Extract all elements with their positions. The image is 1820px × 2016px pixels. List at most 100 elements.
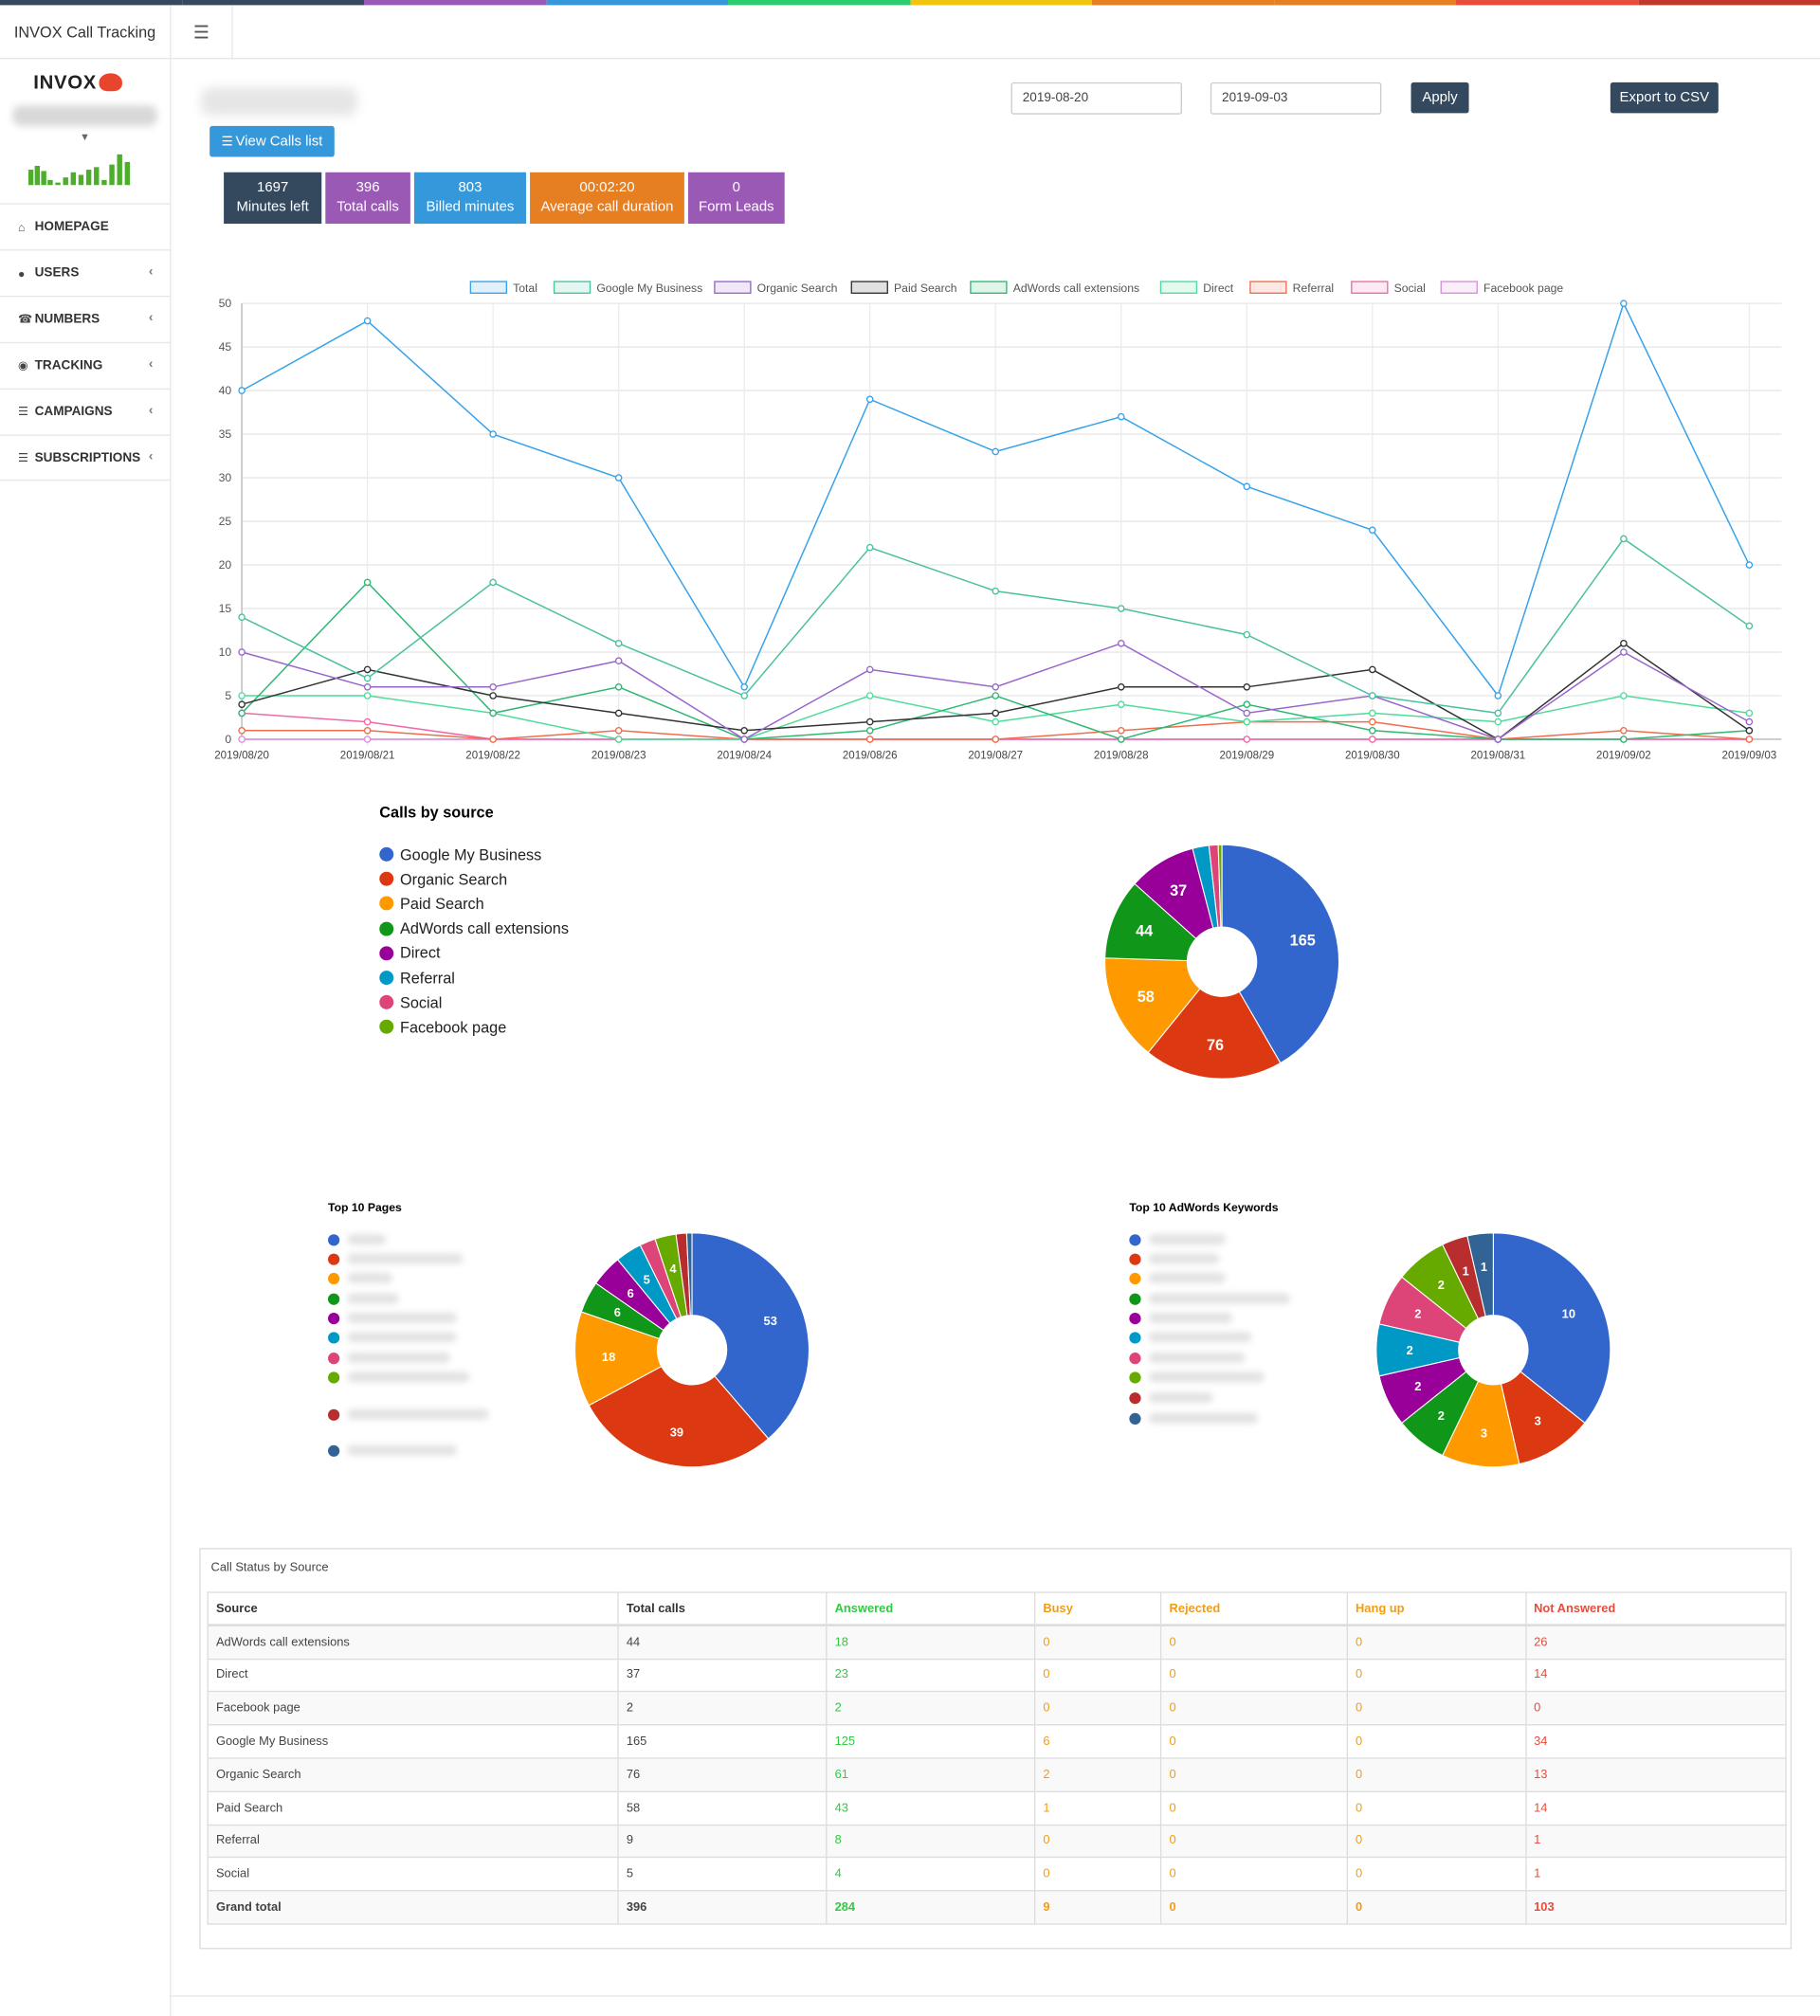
legend-item[interactable]: Referral bbox=[379, 966, 569, 990]
data-point bbox=[489, 709, 497, 717]
donut-slice[interactable] bbox=[691, 1232, 810, 1440]
data-point bbox=[489, 430, 497, 438]
legend-label-blurred bbox=[347, 1444, 457, 1456]
call-status-table: Source Total calls Answered Busy Rejected Han… bbox=[207, 1591, 1787, 1925]
column-header[interactable]: Source bbox=[207, 1591, 619, 1627]
legend-item[interactable]: Social bbox=[379, 990, 569, 1015]
legend-item[interactable] bbox=[1129, 1250, 1220, 1268]
legend-swatch bbox=[1351, 281, 1389, 294]
data-point bbox=[1117, 736, 1125, 743]
data-point bbox=[740, 726, 748, 735]
data-point bbox=[1117, 640, 1125, 647]
column-header[interactable]: Busy bbox=[1033, 1591, 1162, 1627]
legend-label-blurred bbox=[1148, 1371, 1265, 1383]
legend-item[interactable] bbox=[328, 1290, 399, 1308]
legend-label: Direct bbox=[1203, 282, 1233, 295]
export-csv-button[interactable]: Export to CSV bbox=[1610, 82, 1719, 114]
donut-slice[interactable] bbox=[1104, 957, 1201, 1054]
view-calls-list-button[interactable]: ☰ View Calls list bbox=[209, 125, 335, 157]
date-from-input[interactable]: 2019-08-20 bbox=[1010, 82, 1182, 115]
legend-item[interactable] bbox=[1129, 1290, 1290, 1308]
legend-item[interactable] bbox=[1129, 1389, 1213, 1407]
sidebar-item-tracking[interactable]: ◉ TRACKING ‹ bbox=[0, 341, 172, 389]
legend-label: Organic Search bbox=[399, 870, 508, 889]
data-point bbox=[1243, 482, 1251, 491]
legend-item[interactable] bbox=[328, 1442, 457, 1460]
legend-item[interactable] bbox=[1129, 1230, 1227, 1248]
legend-dot-icon bbox=[328, 1352, 340, 1364]
legend-item[interactable] bbox=[328, 1349, 450, 1367]
legend-item[interactable] bbox=[1129, 1368, 1265, 1386]
data-point bbox=[1369, 726, 1376, 735]
legend-item[interactable]: AdWords call extensions bbox=[379, 917, 569, 941]
legend-item[interactable] bbox=[1129, 1269, 1227, 1287]
legend-dot-icon bbox=[379, 971, 394, 986]
legend-item[interactable]: Paid Search bbox=[379, 892, 569, 917]
table-cell: 0 bbox=[1160, 1658, 1348, 1693]
legend-item[interactable] bbox=[328, 1368, 470, 1386]
column-header[interactable]: Answered bbox=[826, 1591, 1036, 1627]
legend-item[interactable]: Direct bbox=[379, 941, 569, 966]
app-title[interactable]: INVOX Call Tracking bbox=[0, 5, 172, 60]
legend-item[interactable] bbox=[328, 1269, 392, 1287]
legend-item[interactable]: Facebook page bbox=[379, 1015, 569, 1040]
donut-slice[interactable] bbox=[685, 1232, 693, 1317]
x-tick-label: 2019/08/20 bbox=[214, 750, 269, 761]
donut-slice[interactable] bbox=[588, 1365, 770, 1468]
legend-item[interactable] bbox=[328, 1250, 464, 1268]
chevron-left-icon: ‹ bbox=[148, 449, 154, 464]
sidebar-item-users[interactable]: ● USERS ‹ bbox=[0, 249, 172, 296]
donut-slice[interactable] bbox=[1492, 1232, 1611, 1425]
legend-dot-icon bbox=[379, 897, 394, 912]
legend-swatch bbox=[970, 281, 1008, 294]
table-cell: 125 bbox=[826, 1724, 1036, 1759]
legend-dot-icon bbox=[379, 847, 394, 862]
legend-item[interactable] bbox=[328, 1406, 489, 1424]
column-header[interactable]: Hang up bbox=[1346, 1591, 1526, 1627]
donut-slice[interactable] bbox=[1217, 844, 1223, 928]
column-header[interactable]: Not Answered bbox=[1524, 1591, 1787, 1627]
menu-toggle-icon[interactable]: ☰ bbox=[171, 5, 233, 60]
donut-slice[interactable] bbox=[573, 1311, 663, 1407]
user-icon: ● bbox=[17, 266, 26, 281]
legend-label-blurred bbox=[347, 1272, 392, 1283]
sidebar-item-campaigns[interactable]: ☰ CAMPAIGNS ‹ bbox=[0, 388, 172, 435]
legend-dot-icon bbox=[379, 872, 394, 887]
table-cell: 0 bbox=[1160, 1757, 1348, 1792]
caret-down-icon[interactable]: ▼ bbox=[80, 131, 90, 143]
donut-slice[interactable] bbox=[1147, 988, 1282, 1080]
stat-value: 1697 bbox=[257, 179, 289, 196]
table-row: Grand total 396 284 9 0 0 103 bbox=[207, 1890, 1787, 1925]
data-point bbox=[614, 474, 623, 481]
column-header[interactable]: Rejected bbox=[1160, 1591, 1348, 1627]
table-cell: 8 bbox=[826, 1824, 1036, 1859]
legend-item[interactable] bbox=[328, 1230, 387, 1248]
sidebar-item-homepage[interactable]: ⌂ HOMEPAGE bbox=[0, 203, 172, 249]
y-tick-label: 45 bbox=[219, 340, 232, 354]
legend-item[interactable] bbox=[1129, 1349, 1246, 1367]
slice-value-label: 3 bbox=[1481, 1426, 1487, 1440]
date-to-input[interactable]: 2019-09-03 bbox=[1210, 82, 1382, 115]
sidebar-item-subscriptions[interactable]: ☰ SUBSCRIPTIONS ‹ bbox=[0, 434, 172, 481]
y-tick-label: 40 bbox=[219, 384, 232, 397]
column-header[interactable]: Total calls bbox=[617, 1591, 828, 1627]
data-point bbox=[1745, 561, 1754, 569]
apply-button[interactable]: Apply bbox=[1410, 82, 1469, 114]
legend-swatch bbox=[850, 281, 888, 294]
legend-item[interactable]: Organic Search bbox=[379, 867, 569, 892]
legend-item[interactable] bbox=[1129, 1328, 1252, 1346]
legend-item[interactable] bbox=[1129, 1309, 1232, 1327]
legend-item[interactable] bbox=[1129, 1409, 1259, 1427]
legend-item[interactable] bbox=[328, 1328, 457, 1346]
sidebar-item-numbers[interactable]: ☎ NUMBERS ‹ bbox=[0, 295, 172, 342]
legend-item[interactable]: Google My Business bbox=[379, 843, 569, 867]
eye-icon: ◉ bbox=[17, 358, 28, 372]
donut-slice[interactable] bbox=[1466, 1232, 1494, 1317]
list-icon: ☰ bbox=[17, 450, 28, 464]
legend-item[interactable] bbox=[328, 1309, 457, 1327]
legend-label-blurred bbox=[1148, 1353, 1246, 1363]
strip-segment bbox=[1638, 0, 1820, 6]
donut-slice[interactable] bbox=[1221, 844, 1340, 1064]
table-cell: 2 bbox=[826, 1691, 1036, 1726]
